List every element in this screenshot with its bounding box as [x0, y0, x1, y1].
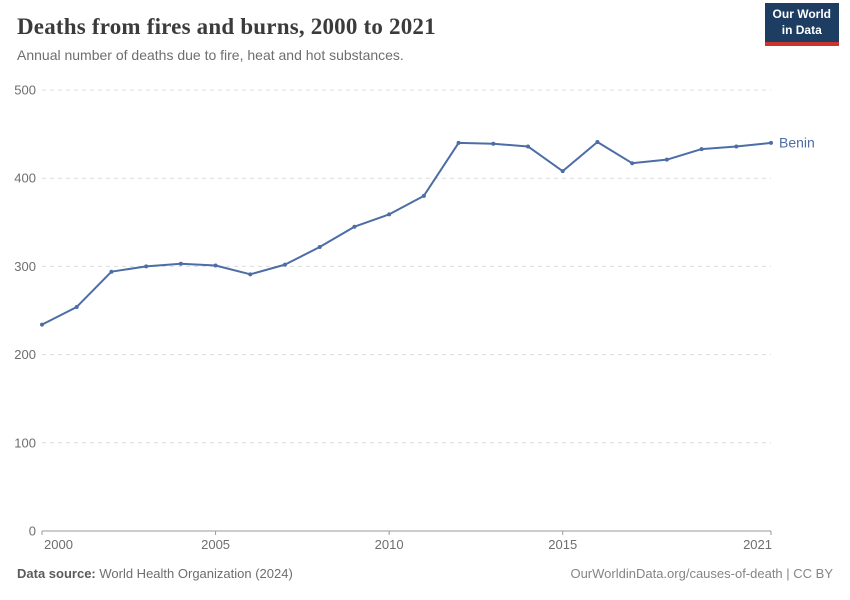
data-point[interactable] [769, 140, 773, 145]
chart-header: Deaths from fires and burns, 2000 to 202… [17, 14, 833, 63]
data-point[interactable] [213, 263, 218, 268]
data-point[interactable] [560, 169, 565, 174]
data-point[interactable] [421, 193, 426, 198]
data-point[interactable] [387, 212, 392, 217]
y-tick-label: 0 [29, 524, 36, 539]
data-point[interactable] [352, 224, 357, 229]
data-point[interactable] [699, 147, 704, 152]
data-point[interactable] [109, 269, 114, 274]
data-point[interactable] [248, 272, 253, 277]
chart-footer: Data source: World Health Organization (… [17, 566, 833, 581]
data-point[interactable] [526, 144, 530, 149]
data-point[interactable] [630, 161, 635, 166]
y-tick-label: 200 [14, 347, 36, 362]
x-tick-label: 2021 [743, 537, 772, 552]
data-point[interactable] [491, 141, 496, 146]
y-tick-label: 100 [14, 435, 36, 450]
data-point[interactable] [664, 157, 669, 162]
owid-logo[interactable]: Our World in Data [764, 3, 839, 47]
data-source-text: World Health Organization (2024) [95, 566, 293, 581]
chart-subtitle: Annual number of deaths due to fire, hea… [17, 47, 404, 63]
data-point[interactable] [283, 262, 287, 267]
data-point[interactable] [178, 261, 183, 266]
y-tick-label: 300 [14, 259, 36, 274]
data-point[interactable] [734, 144, 739, 149]
data-point[interactable] [595, 140, 600, 145]
data-point[interactable] [144, 264, 149, 269]
x-tick-label: 2015 [548, 537, 577, 552]
logo-line1: Our World [772, 7, 831, 21]
data-point[interactable] [317, 244, 322, 249]
data-source-label: Data source: [17, 566, 96, 581]
data-point[interactable] [456, 140, 461, 145]
data-source: Data source: World Health Organization (… [17, 566, 293, 581]
x-tick-label: 2000 [44, 537, 73, 552]
y-tick-label: 400 [14, 171, 36, 186]
owid-cc-link[interactable]: OurWorldinData.org/causes-of-death | CC … [570, 566, 833, 581]
y-tick-label: 500 [14, 83, 36, 98]
x-tick-label: 2005 [201, 537, 230, 552]
series-label[interactable]: Benin [779, 134, 815, 150]
data-point[interactable] [40, 322, 44, 327]
chart-title: Deaths from fires and burns, 2000 to 202… [17, 14, 436, 39]
data-point[interactable] [74, 304, 79, 309]
data-line-benin[interactable] [41, 141, 772, 326]
x-tick-label: 2010 [375, 537, 404, 552]
logo-line2: in Data [781, 22, 822, 37]
